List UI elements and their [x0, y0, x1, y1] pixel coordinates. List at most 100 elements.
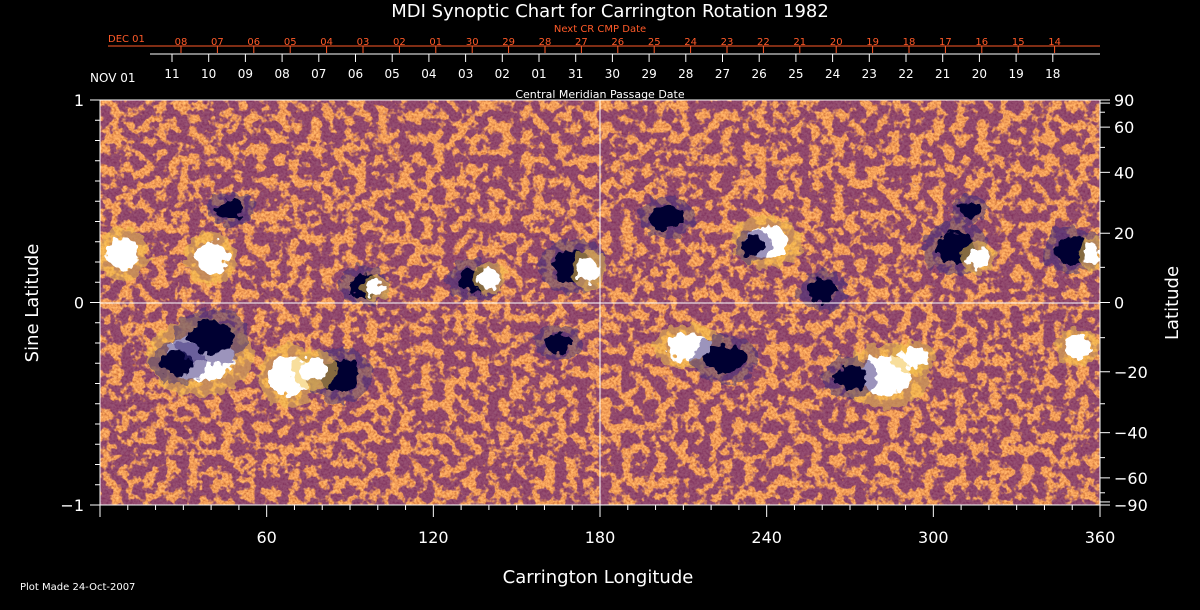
cmp-date-label: 31: [568, 67, 583, 81]
cmp-date-label: 24: [825, 67, 840, 81]
region-negative: [544, 333, 572, 353]
x-tick-label: 180: [585, 528, 616, 547]
x-tick-label: 120: [418, 528, 449, 547]
nov-start-label: NOV 01: [90, 71, 136, 85]
next-cr-date-label: 04: [320, 37, 333, 48]
next-cr-date-label: 08: [175, 37, 188, 48]
next-cr-date-label: 28: [539, 37, 552, 48]
dec-start-label: DEC 01: [108, 34, 145, 45]
region-positive: [194, 242, 227, 274]
y-tick-label-left: −1: [60, 496, 84, 515]
next-cr-date-label: 27: [575, 37, 588, 48]
x-tick-label: 60: [256, 528, 276, 547]
next-cr-date-label: 07: [211, 37, 224, 48]
next-cr-date-label: 14: [1048, 37, 1061, 48]
cmp-date-label: 26: [752, 67, 767, 81]
top-axis-cmp-dates: 11 10 09 08 07 06 05 04 03 02 01 31 30 29 28 27 26 25 24 23…: [150, 54, 1100, 81]
cmp-date-label: 06: [348, 67, 363, 81]
region-negative: [189, 321, 233, 353]
cmp-date-label: 29: [641, 67, 656, 81]
y-tick-label-right: 60: [1114, 118, 1134, 137]
cmp-date-label: 25: [788, 67, 803, 81]
region-positive: [300, 357, 328, 381]
x-tick-label: 240: [751, 528, 782, 547]
next-cr-date-label: 22: [757, 37, 770, 48]
region-positive: [1064, 335, 1092, 359]
y-tick-label-right: 0: [1114, 294, 1124, 313]
cmp-date-label: 09: [238, 67, 253, 81]
next-cr-date-label: 30: [466, 37, 479, 48]
y-tick-label-right: −20: [1114, 363, 1148, 382]
y-axis-left: 1 0 −1: [60, 91, 100, 515]
next-cr-date-label: 20: [830, 37, 843, 48]
next-cr-date-label: 25: [648, 37, 661, 48]
x-axis-label: Carrington Longitude: [503, 567, 694, 588]
y-tick-label-right: −60: [1114, 469, 1148, 488]
region-negative: [833, 365, 866, 389]
cmp-date-label: 07: [311, 67, 326, 81]
cmp-date-label: 30: [605, 67, 620, 81]
y-axis-right: 90 60 40 20 0 −20 −40 −60 −90: [1100, 91, 1148, 515]
cmp-date-label: 18: [1045, 67, 1060, 81]
next-cr-date-label: 16: [975, 37, 988, 48]
region-negative: [706, 345, 745, 373]
next-cr-date-label: 29: [502, 37, 515, 48]
cmp-date-label: 23: [862, 67, 877, 81]
region-positive: [967, 248, 989, 268]
next-cr-date-label: 03: [357, 37, 370, 48]
region-negative: [650, 205, 683, 229]
next-cr-date-label: 01: [429, 37, 442, 48]
next-cr-date-label: 21: [793, 37, 806, 48]
region-negative: [958, 201, 980, 217]
x-tick-label: 300: [918, 528, 949, 547]
y-tick-label-right: 90: [1114, 91, 1134, 110]
region-positive: [900, 347, 928, 367]
region-positive: [367, 280, 384, 296]
region-negative: [808, 278, 836, 302]
cmp-date-label: 03: [458, 67, 473, 81]
cmp-date-label: 21: [935, 67, 950, 81]
cmp-date-label: 28: [678, 67, 693, 81]
cmp-date-label: 01: [531, 67, 546, 81]
next-cr-date-label: 26: [611, 37, 624, 48]
cmp-date-label: 27: [715, 67, 730, 81]
cmp-date-label: 11: [164, 67, 179, 81]
next-cr-date-label: 23: [721, 37, 734, 48]
region-positive: [578, 258, 600, 282]
region-positive: [478, 268, 500, 288]
cmp-date-label: 05: [385, 67, 400, 81]
y-tick-label-right: −40: [1114, 424, 1148, 443]
y-tick-label-right: 20: [1114, 224, 1134, 243]
y-tick-label-left: 1: [74, 91, 84, 110]
region-negative: [217, 199, 245, 219]
cmp-date-label: 10: [201, 67, 216, 81]
y-tick-label-right: 40: [1114, 163, 1134, 182]
cmp-date-label: 20: [972, 67, 987, 81]
top-axis-next-cr-dates: 08 07 06 05 04 03 02 01 30 29 28 27 26 25 24 23 22 21 20 19…: [108, 37, 1100, 53]
cmp-date-label: 22: [898, 67, 913, 81]
next-cr-date-label: 05: [284, 37, 297, 48]
next-cr-date-label: 17: [939, 37, 952, 48]
next-cr-date-label: 18: [903, 37, 916, 48]
y-axis-label-right: Latitude: [1162, 266, 1183, 340]
cmp-date-label: 08: [274, 67, 289, 81]
next-cr-caption: Next CR CMP Date: [554, 24, 646, 35]
next-cr-date-label: 19: [866, 37, 879, 48]
cmp-date-label: 04: [421, 67, 436, 81]
y-tick-label-left: 0: [74, 294, 84, 313]
next-cr-date-label: 02: [393, 37, 406, 48]
next-cr-date-label: 06: [247, 37, 260, 48]
y-tick-label-right: −90: [1114, 496, 1148, 515]
next-cr-date-label: 15: [1012, 37, 1025, 48]
cmp-date-label: 19: [1008, 67, 1023, 81]
x-tick-label: 360: [1085, 528, 1116, 547]
cmp-caption: Central Meridian Passage Date: [515, 88, 684, 101]
region-positive: [1083, 244, 1100, 264]
x-axis: 60 120 180 240 300 360: [100, 505, 1115, 547]
cmp-date-label: 02: [495, 67, 510, 81]
chart-title: MDI Synoptic Chart for Carrington Rotati…: [391, 1, 829, 22]
region-negative: [742, 236, 764, 256]
footnote: Plot Made 24-Oct-2007: [20, 582, 135, 593]
region-positive: [106, 238, 139, 270]
